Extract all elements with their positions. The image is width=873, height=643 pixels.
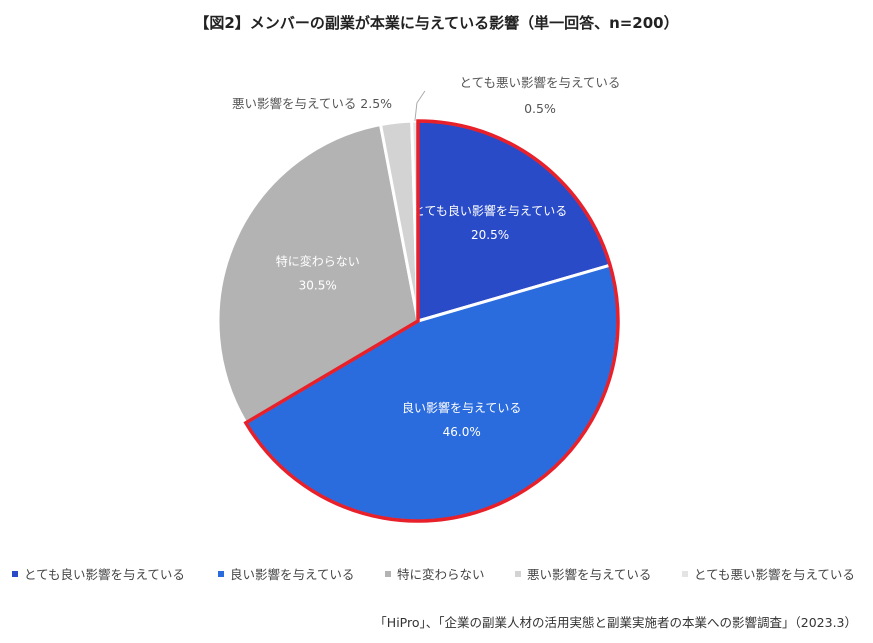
legend-item-very-bad: とても悪い影響を与えている xyxy=(682,564,855,583)
leader-lines xyxy=(414,90,426,122)
legend-swatch xyxy=(515,570,521,577)
slice-label-2: 良い影響を与えている xyxy=(402,400,521,415)
slice-value-2: 46.0% xyxy=(443,425,481,439)
legend-item-bad: 悪い影響を与えている xyxy=(515,564,651,583)
slice-label-3: 特に変わらない xyxy=(276,254,360,269)
legend-label: 良い影響を与えている xyxy=(230,567,355,582)
legend-item-good: 良い影響を与えている xyxy=(218,564,354,583)
chart-legend: とても良い影響を与えている 良い影響を与えている 特に変わらない 悪い影響を与え… xyxy=(12,564,872,582)
legend-swatch xyxy=(682,570,688,577)
slice-label-very-bad: とても悪い影響を与えている xyxy=(460,75,621,90)
legend-item-no-change: 特に変わらない xyxy=(385,564,485,583)
chart-title: 【図2】メンバーの副業が本業に与えている影響（単一回答、n=200） xyxy=(194,14,679,32)
pie-chart: とても良い影響を与えている 20.5% 良い影響を与えている 46.0% 特に変わらない… xyxy=(216,75,621,523)
slice-value-1: 20.5% xyxy=(471,228,509,242)
highlight-outline xyxy=(243,119,620,523)
pie-slice-3 xyxy=(216,122,420,425)
legend-label: とても悪い影響を与えている xyxy=(694,567,855,582)
legend-swatch xyxy=(385,570,391,577)
source-citation: 「HiPro」、「企業の副業人材の活用実態と副業実施者の本業への影響調査」（20… xyxy=(374,615,857,630)
legend-label: 悪い影響を与えている xyxy=(527,567,652,582)
slice-value-3: 30.5% xyxy=(299,279,337,293)
legend-item-very-good: とても良い影響を与えている xyxy=(12,564,185,583)
legend-label: 特に変わらない xyxy=(397,567,485,582)
leader-line xyxy=(414,90,426,122)
legend-label: とても良い影響を与えている xyxy=(24,567,185,582)
legend-swatch xyxy=(218,570,224,577)
slice-label-bad: 悪い影響を与えている 2.5% xyxy=(232,96,392,111)
legend-swatch xyxy=(12,570,18,577)
slice-labels: とても良い影響を与えている 20.5% 良い影響を与えている 46.0% 特に変わらない… xyxy=(232,75,621,439)
slice-value-very-bad: 0.5% xyxy=(524,101,556,116)
slice-label-1: とても良い影響を与えている xyxy=(413,203,567,218)
